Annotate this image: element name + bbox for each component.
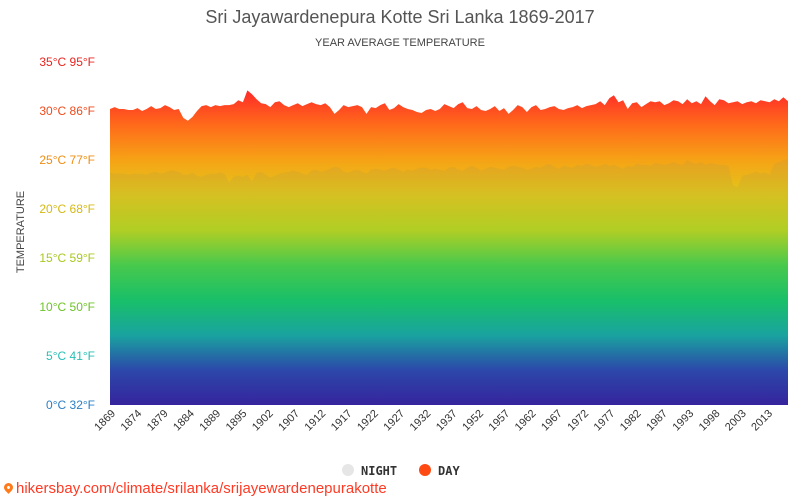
y-tick-label: 35°C 95°F [39, 55, 95, 69]
x-tick-label: 1922 [355, 408, 381, 434]
x-tick-label: 2003 [723, 408, 749, 434]
y-tick-label: 30°C 86°F [39, 104, 95, 118]
x-tick-label: 1932 [408, 408, 434, 434]
y-tick-label: 5°C 41°F [46, 349, 95, 363]
y-tick-label: 15°C 59°F [39, 251, 95, 265]
x-tick-label: 1987 [644, 408, 670, 434]
x-tick-label: 1982 [618, 408, 644, 434]
x-tick-label: 1972 [565, 408, 591, 434]
y-axis-title: TEMPERATURE [15, 191, 27, 273]
map-pin-icon [2, 481, 15, 494]
x-tick-label: 1993 [670, 408, 696, 434]
y-tick-label: 0°C 32°F [46, 398, 95, 412]
legend-night-label[interactable]: NIGHT [361, 464, 397, 478]
x-axis-labels: 1869 1874 1879 1884 1889 1895 1902 1907 1912 1917… [92, 408, 775, 434]
x-tick-label: 1967 [539, 408, 565, 434]
legend-night-swatch[interactable] [342, 464, 354, 476]
chart-title: Sri Jayawardenepura Kotte Sri Lanka 1869… [205, 7, 594, 27]
x-tick-label: 1907 [276, 408, 302, 434]
x-tick-label: 1884 [171, 408, 197, 434]
x-tick-label: 1927 [381, 408, 407, 434]
y-tick-label: 10°C 50°F [39, 300, 95, 314]
x-tick-label: 1998 [697, 408, 723, 434]
x-tick-label: 1889 [197, 408, 223, 434]
y-tick-label: 25°C 77°F [39, 153, 95, 167]
x-tick-label: 1912 [303, 408, 329, 434]
x-tick-label: 2013 [749, 408, 775, 434]
x-tick-label: 1895 [224, 408, 250, 434]
chart-subtitle: YEAR AVERAGE TEMPERATURE [315, 37, 485, 49]
x-tick-label: 1937 [434, 408, 460, 434]
x-tick-label: 1977 [592, 408, 618, 434]
x-tick-label: 1902 [250, 408, 276, 434]
night-series-area [110, 159, 788, 405]
legend: NIGHT DAY [342, 464, 460, 478]
y-axis-labels: 35°C 95°F 30°C 86°F 25°C 77°F 20°C 68°F 15°C… [39, 55, 95, 412]
x-tick-label: 1962 [513, 408, 539, 434]
plot-area [110, 90, 788, 406]
y-tick-label: 20°C 68°F [39, 202, 95, 216]
x-tick-label: 1879 [145, 408, 171, 434]
source-link-text[interactable]: hikersbay.com/climate/srilanka/srijayewa… [16, 480, 387, 497]
day-series-area [110, 90, 788, 406]
source-link[interactable]: hikersbay.com/climate/srilanka/srijayewa… [2, 480, 387, 497]
x-tick-label: 1917 [329, 408, 355, 434]
x-tick-label: 1869 [92, 408, 118, 434]
legend-day-swatch[interactable] [419, 464, 431, 476]
x-tick-label: 1952 [460, 408, 486, 434]
legend-day-label[interactable]: DAY [438, 464, 460, 478]
x-tick-label: 1957 [487, 408, 513, 434]
x-tick-label: 1874 [119, 408, 145, 434]
